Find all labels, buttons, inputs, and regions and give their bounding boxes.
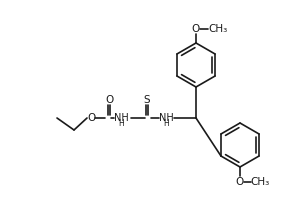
- Text: NH: NH: [114, 113, 128, 123]
- Text: O: O: [236, 177, 244, 187]
- Text: NH: NH: [159, 113, 173, 123]
- Text: O: O: [191, 24, 199, 34]
- Text: CH₃: CH₃: [208, 24, 228, 34]
- Text: O: O: [87, 113, 95, 123]
- Text: S: S: [144, 95, 150, 105]
- Text: H: H: [163, 119, 169, 127]
- Text: O: O: [105, 95, 113, 105]
- Text: CH₃: CH₃: [250, 177, 270, 187]
- Text: H: H: [118, 119, 124, 127]
